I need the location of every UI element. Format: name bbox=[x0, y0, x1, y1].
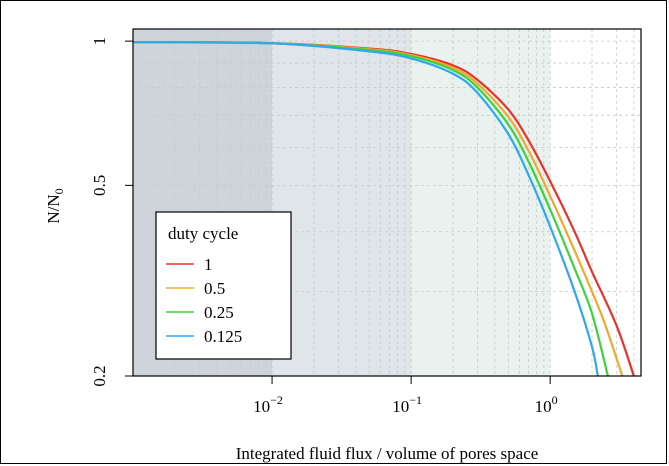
legend-title: duty cycle bbox=[168, 224, 238, 243]
shaded-band-2 bbox=[272, 29, 412, 376]
y-tick-label: 1 bbox=[90, 37, 109, 46]
plot-border bbox=[132, 28, 642, 377]
y-axis-label: N/N0 bbox=[44, 188, 66, 223]
series-line-0-125 bbox=[132, 41, 599, 377]
legend-label-0-25: 0.25 bbox=[204, 303, 234, 322]
legend: duty cycle 1 0.5 0.25 0.125 bbox=[155, 211, 292, 360]
x-axis-label: Integrated fluid flux / volume of pores … bbox=[236, 444, 539, 463]
x-tick-label: 10−1 bbox=[392, 393, 422, 416]
legend-label-1: 1 bbox=[204, 255, 213, 274]
series-lines bbox=[132, 41, 635, 377]
legend-box bbox=[155, 211, 292, 360]
legend-label-0-125: 0.125 bbox=[204, 327, 242, 346]
y-tick-label: 0.2 bbox=[90, 365, 109, 386]
axes: 10−2 10−1 100 1 0.5 0.2 Integrated fluid flux … bbox=[44, 28, 642, 463]
legend-label-0-5: 0.5 bbox=[204, 279, 225, 298]
x-tick-label: 100 bbox=[535, 393, 558, 416]
x-tick-label: 10−2 bbox=[253, 393, 283, 416]
shaded-bands bbox=[133, 29, 551, 376]
y-tick-label: 0.5 bbox=[90, 175, 109, 196]
